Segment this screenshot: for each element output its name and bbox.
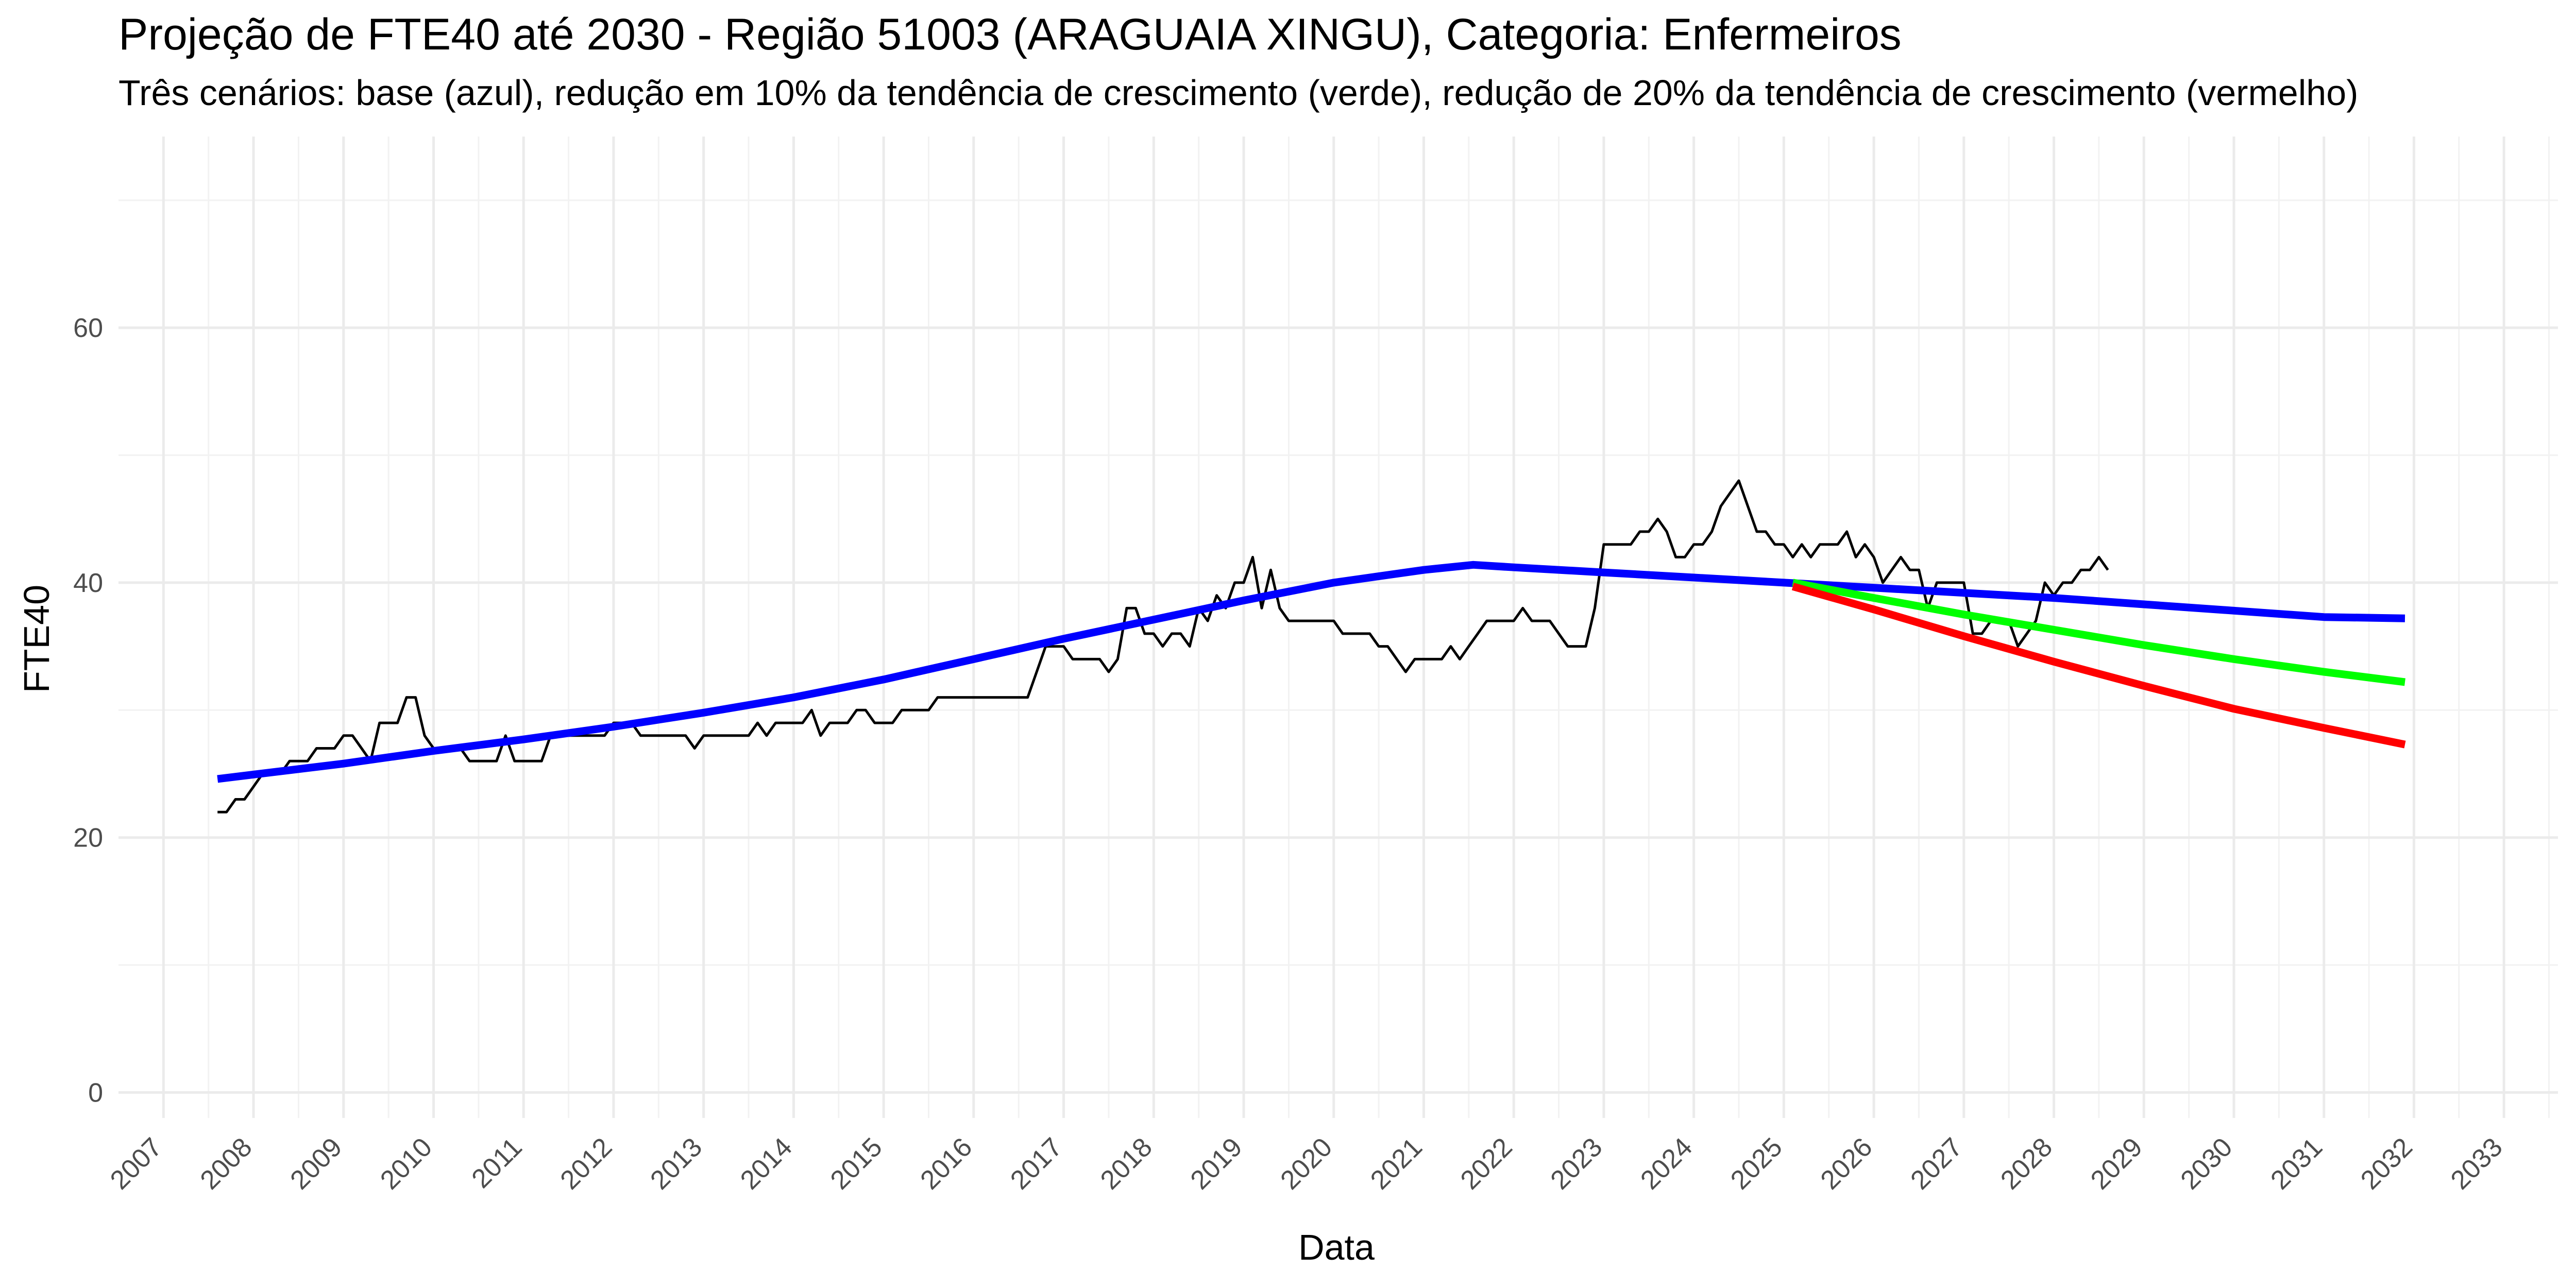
series-layer <box>217 479 2406 814</box>
x-tick-label: 2023 <box>1545 1132 1608 1195</box>
x-tick-label: 2030 <box>2175 1132 2239 1195</box>
x-tick-label: 2026 <box>1815 1132 1878 1195</box>
y-tick-label: 20 <box>73 823 103 853</box>
chart-title: Projeção de FTE40 até 2030 - Região 5100… <box>118 10 1902 59</box>
x-tick-label: 2022 <box>1455 1132 1518 1195</box>
x-tick-label: 2007 <box>105 1132 168 1195</box>
x-tick-label: 2019 <box>1185 1132 1248 1195</box>
x-tick-label: 2021 <box>1365 1132 1428 1195</box>
x-tick-label: 2025 <box>1725 1132 1788 1195</box>
x-axis-title: Data <box>1298 1227 1375 1267</box>
x-tick-label: 2018 <box>1095 1132 1158 1195</box>
y-tick-label: 0 <box>88 1078 103 1108</box>
observed-series-line <box>217 479 2109 814</box>
x-tick-label: 2027 <box>1905 1132 1968 1195</box>
x-tick-label: 2016 <box>915 1132 978 1195</box>
grid-lines <box>118 137 2558 1118</box>
x-tick-label: 2029 <box>2085 1132 2148 1195</box>
reduction-20-scenario-line <box>1791 583 2406 749</box>
x-tick-label: 2012 <box>555 1132 618 1195</box>
base-scenario-line <box>217 561 2405 783</box>
x-tick-label: 2032 <box>2355 1132 2418 1195</box>
x-tick-label: 2017 <box>1005 1132 1068 1195</box>
x-tick-label: 2015 <box>825 1132 888 1195</box>
reduction-10-scenario-line <box>1792 579 2405 686</box>
x-tick-label: 2033 <box>2445 1132 2509 1195</box>
chart-subtitle: Três cenários: base (azul), redução em 1… <box>118 73 2359 113</box>
y-tick-label: 60 <box>73 313 103 343</box>
x-tick-label: 2009 <box>284 1132 348 1195</box>
x-tick-label: 2024 <box>1635 1132 1698 1195</box>
x-tick-label: 2014 <box>735 1132 798 1195</box>
x-tick-label: 2020 <box>1275 1132 1338 1195</box>
x-tick-label: 2031 <box>2265 1132 2328 1195</box>
x-axis-ticks: 2007 2008 2009 2010 2011 2012 2013 2014 2015 2016… <box>105 1132 2509 1195</box>
x-tick-label: 2013 <box>645 1132 708 1195</box>
x-tick-label: 2011 <box>466 1132 528 1194</box>
x-tick-label: 2010 <box>375 1132 438 1195</box>
x-tick-label: 2028 <box>1995 1132 2058 1195</box>
y-axis-title: FTE40 <box>16 585 57 693</box>
y-axis-ticks: 0 20 40 60 <box>73 313 103 1108</box>
y-tick-label: 40 <box>73 568 103 598</box>
x-tick-label: 2008 <box>195 1132 258 1195</box>
